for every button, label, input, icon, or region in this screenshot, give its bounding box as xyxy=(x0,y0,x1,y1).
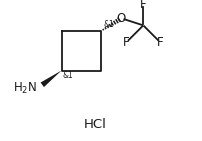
Text: O: O xyxy=(117,12,126,25)
Text: F: F xyxy=(157,36,164,49)
Text: F: F xyxy=(123,36,130,49)
Text: H$_2$N: H$_2$N xyxy=(13,81,37,96)
Text: &1: &1 xyxy=(63,71,74,80)
Polygon shape xyxy=(41,70,62,87)
Text: &1: &1 xyxy=(103,20,114,29)
Text: HCl: HCl xyxy=(84,118,107,131)
Text: F: F xyxy=(140,0,147,11)
